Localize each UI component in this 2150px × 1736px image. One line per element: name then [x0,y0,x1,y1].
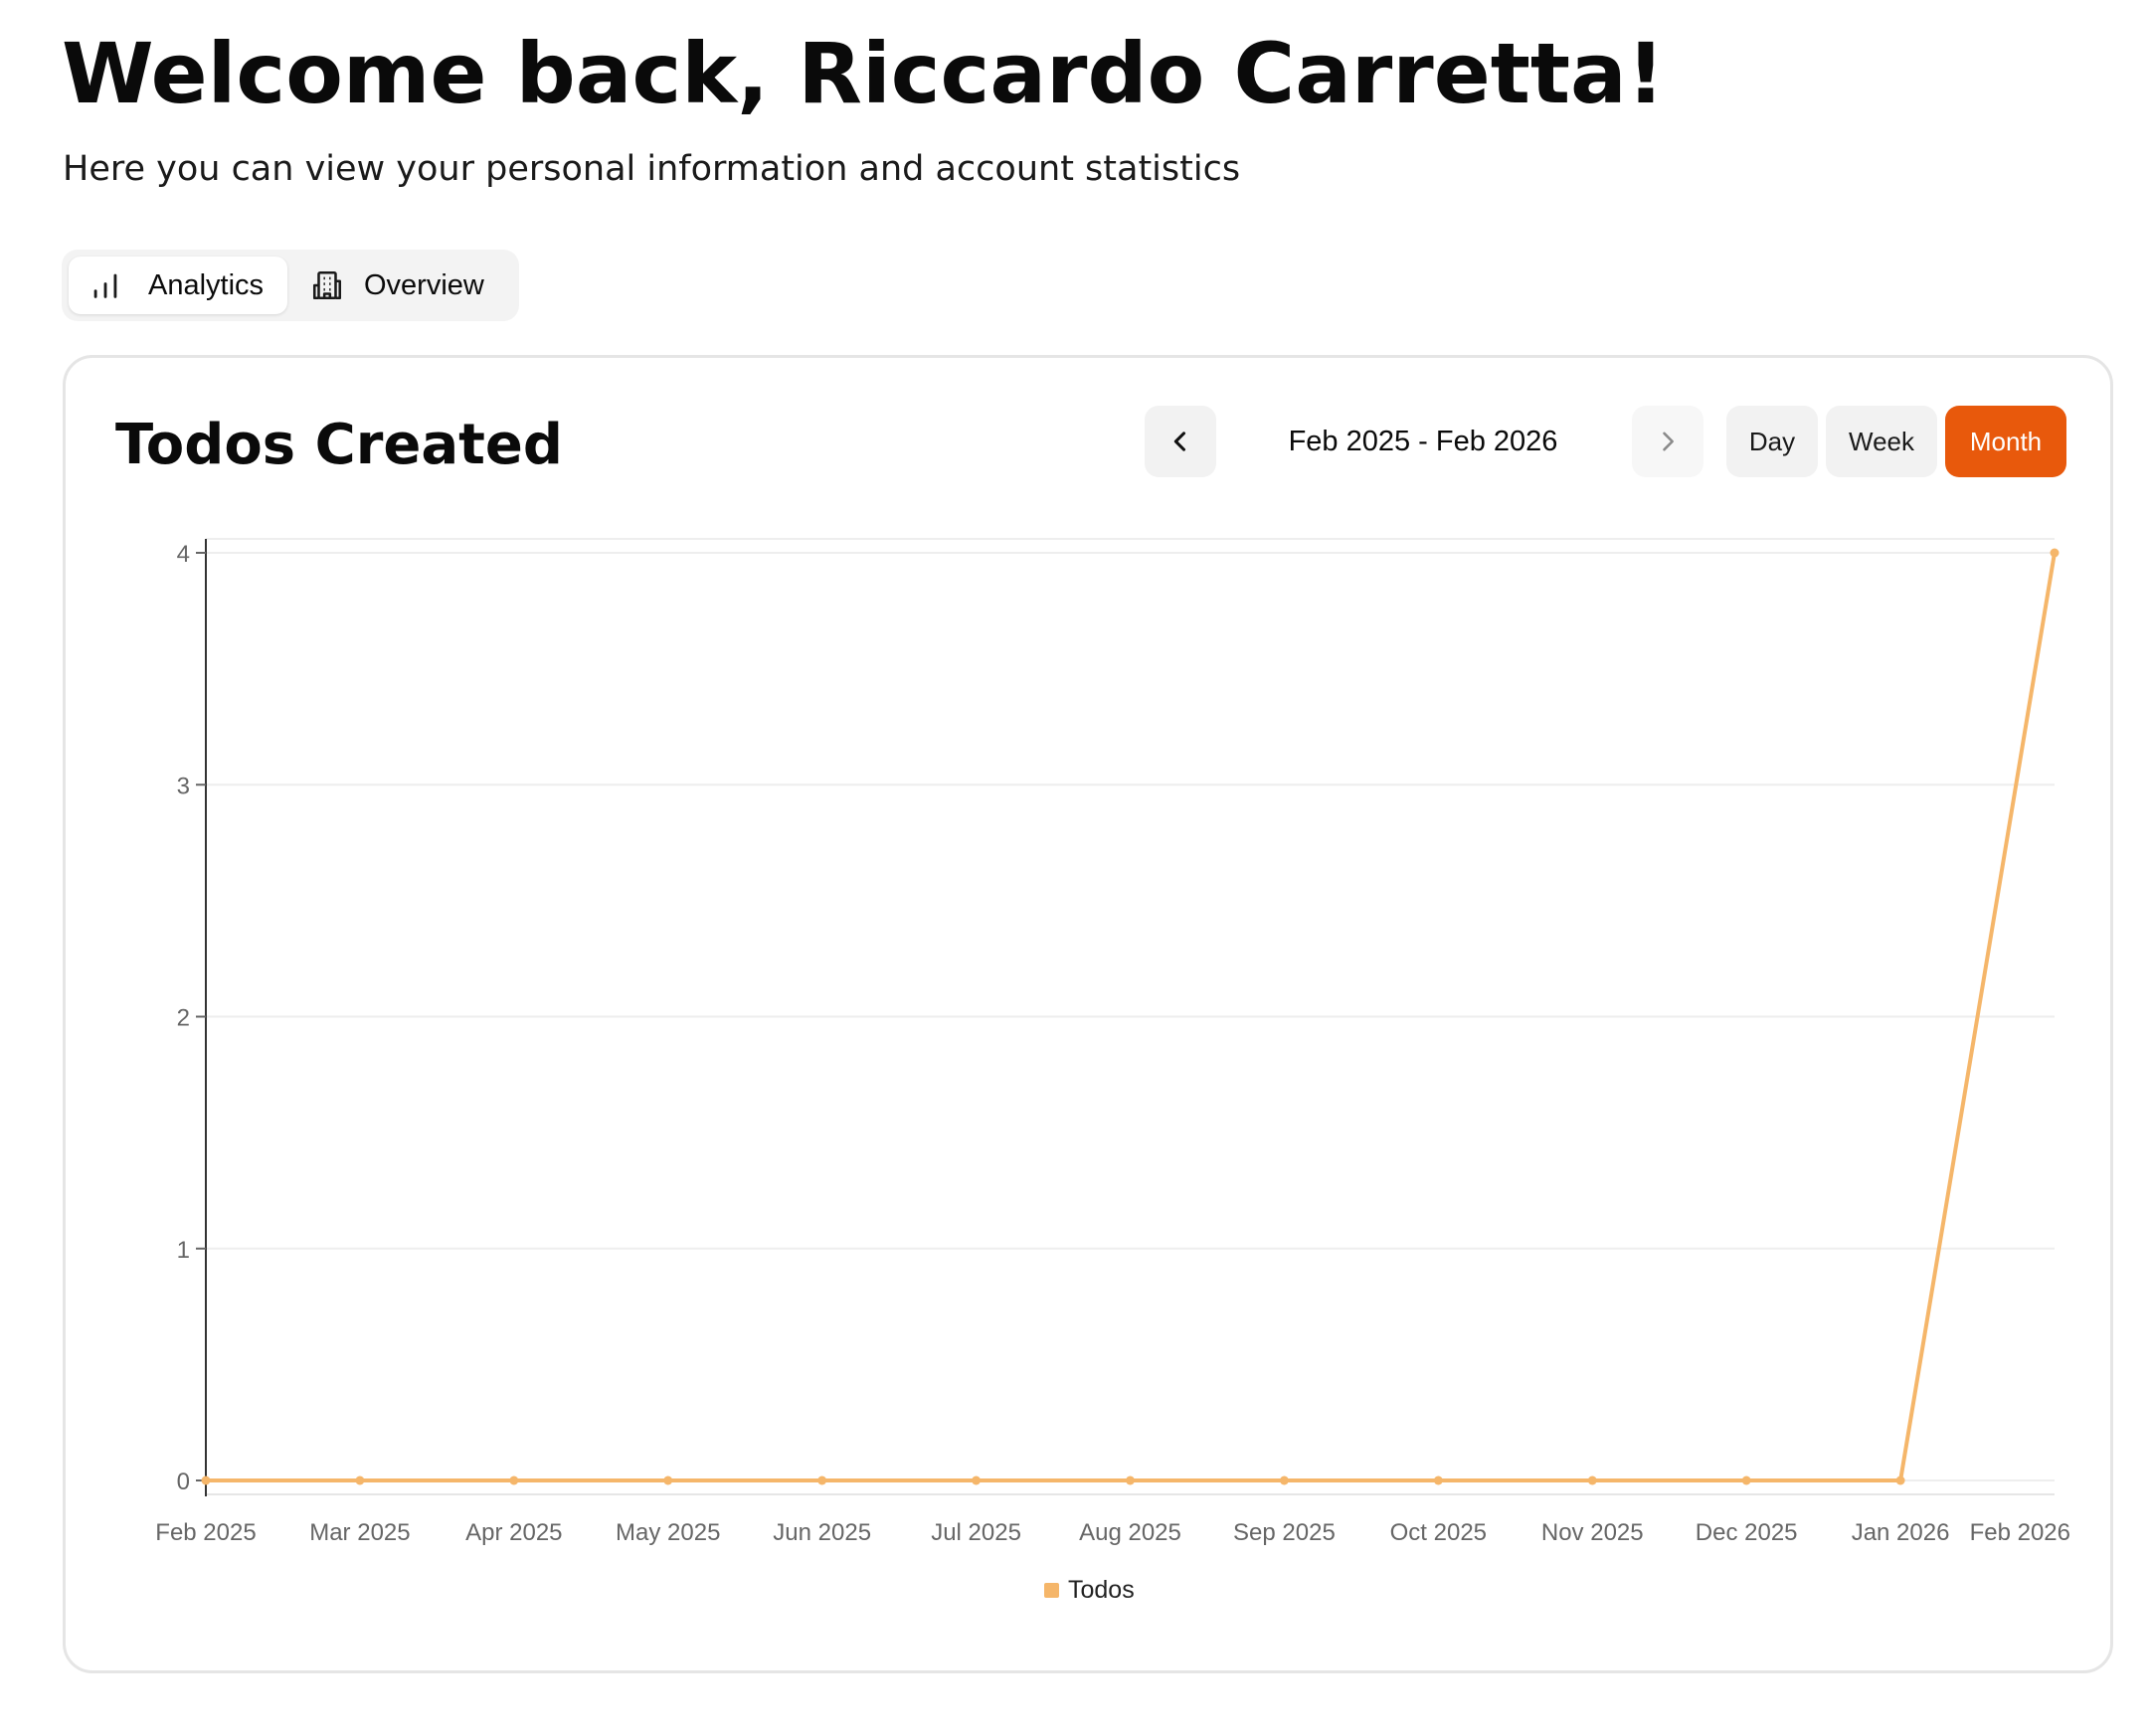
x-tick-label: Apr 2025 [465,1519,562,1546]
bar-chart-icon [89,268,122,302]
building-icon [310,268,344,302]
data-point [1587,1476,1597,1485]
x-tick-label: Jan 2026 [1852,1519,1950,1546]
y-tick-label: 1 [177,1237,190,1264]
x-tick-label: Dec 2025 [1696,1519,1798,1546]
period-month-button[interactable]: Month [1945,406,2066,477]
x-tick-label: Aug 2025 [1079,1519,1181,1546]
page-title: Welcome back, Riccardo Carretta! [62,25,1665,122]
tab-overview-label: Overview [364,268,484,301]
todos-chart-card: Todos Created Feb 2025 - Feb 2026 Day We… [63,355,2113,1673]
x-tick-label: Nov 2025 [1541,1519,1644,1546]
x-tick-label: May 2025 [616,1519,720,1546]
data-point [355,1476,365,1485]
data-point [1126,1476,1135,1485]
x-tick-label: Feb 2025 [155,1519,256,1546]
tab-analytics-label: Analytics [148,268,265,301]
data-point [1433,1476,1443,1485]
data-point [201,1476,211,1485]
data-point [1895,1476,1905,1485]
period-week-button[interactable]: Week [1826,406,1937,477]
y-tick-label: 0 [177,1469,190,1495]
legend-swatch [1044,1583,1059,1598]
todos-line-chart: 0 1 2 3 4 Feb 2025 Mar 2025 Apr 2025 May 2025 Jun… [155,538,2070,1604]
tab-overview[interactable]: Overview [296,257,511,314]
period-day-button[interactable]: Day [1726,406,1818,477]
y-tick-label: 3 [177,773,190,799]
page-subtitle: Here you can view your personal informat… [63,149,1241,189]
tab-analytics[interactable]: Analytics [69,257,287,314]
x-tick-label: Jul 2025 [931,1519,1021,1546]
card-title: Todos Created [115,413,563,477]
data-point [509,1476,519,1485]
view-tabs: Analytics Overview [62,250,519,321]
legend-label-todos: Todos [1068,1576,1135,1604]
x-tick-label: Feb 2026 [1970,1519,2070,1546]
x-tick-label: Mar 2025 [309,1519,410,1546]
chevron-left-icon [1166,428,1194,455]
chevron-right-icon [1654,428,1682,455]
date-range-label: Feb 2025 - Feb 2026 [1288,426,1558,457]
previous-period-button[interactable] [1145,406,1216,477]
y-tick-label: 2 [177,1005,190,1032]
data-point [972,1476,982,1485]
data-point [2050,548,2060,558]
next-period-button[interactable] [1632,406,1703,477]
data-point [817,1476,827,1485]
data-point [1279,1476,1289,1485]
data-point [663,1476,673,1485]
x-tick-label: Jun 2025 [773,1519,871,1546]
y-tick-label: 4 [177,541,190,568]
x-tick-label: Oct 2025 [1390,1519,1487,1546]
x-tick-label: Sep 2025 [1233,1519,1336,1546]
data-point [1741,1476,1751,1485]
